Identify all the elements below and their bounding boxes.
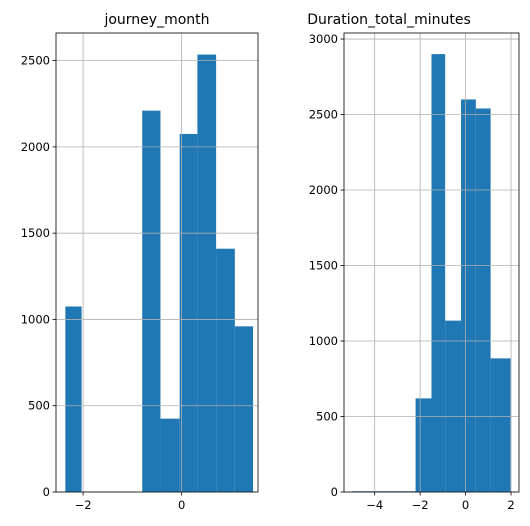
histogram-bar	[65, 306, 82, 492]
y-tick-label: 1000	[21, 312, 50, 326]
histogram-bar	[415, 398, 432, 492]
y-tick-label: 1500	[21, 226, 50, 240]
histogram-journey-month: journey_month 0 500 1000 1500 2000 2500 −2 0	[21, 12, 259, 512]
histogram-bar	[179, 133, 198, 492]
y-tick-label: 2500	[309, 108, 338, 122]
histogram-bar	[475, 108, 491, 493]
y-tick-label: 2000	[309, 183, 338, 197]
histogram-bar	[234, 326, 254, 492]
histogram-bar	[142, 110, 161, 493]
histogram-bar	[197, 54, 217, 492]
histogram-bar	[160, 418, 180, 492]
y-tick-label: 3000	[309, 32, 338, 46]
y-tick-label: 1500	[309, 259, 338, 273]
y-tick-label: 0	[43, 485, 50, 499]
y-tick-label: 2500	[21, 54, 50, 68]
axes-frame	[343, 32, 520, 493]
y-tick-label: 0	[331, 485, 338, 499]
x-tick-label: 0	[178, 498, 185, 512]
histogram-bar	[445, 320, 462, 492]
x-axis: −2 0	[75, 492, 185, 512]
x-tick-label: −2	[412, 498, 429, 512]
x-tick-label: 0	[462, 498, 469, 512]
x-tick-label: −2	[75, 498, 92, 512]
chart-title: journey_month	[103, 12, 209, 28]
histogram-bar	[431, 54, 446, 492]
y-tick-label: 500	[316, 410, 338, 424]
x-tick-label: −4	[366, 498, 383, 512]
y-axis: 0 500 1000 1500 2000 2500	[21, 54, 56, 499]
y-axis: 0 500 1000 1500 2000 2500 3000	[309, 32, 344, 499]
histogram-duration-total-minutes: Duration_total_minutes 0 500 1000 1500 2000 2…	[307, 12, 520, 512]
bars	[351, 54, 511, 493]
bars	[65, 54, 254, 493]
gridlines	[344, 33, 519, 493]
x-axis: −4 −2 0 2	[366, 492, 515, 512]
axes-frame	[55, 32, 259, 493]
x-tick-label: 2	[507, 498, 514, 512]
histogram-bar	[461, 99, 476, 493]
chart-title: Duration_total_minutes	[307, 12, 471, 28]
y-tick-label: 500	[28, 399, 50, 413]
y-tick-label: 2000	[21, 140, 50, 154]
histogram-bar	[216, 248, 235, 492]
y-tick-label: 1000	[309, 334, 338, 348]
histogram-bar	[490, 358, 511, 492]
